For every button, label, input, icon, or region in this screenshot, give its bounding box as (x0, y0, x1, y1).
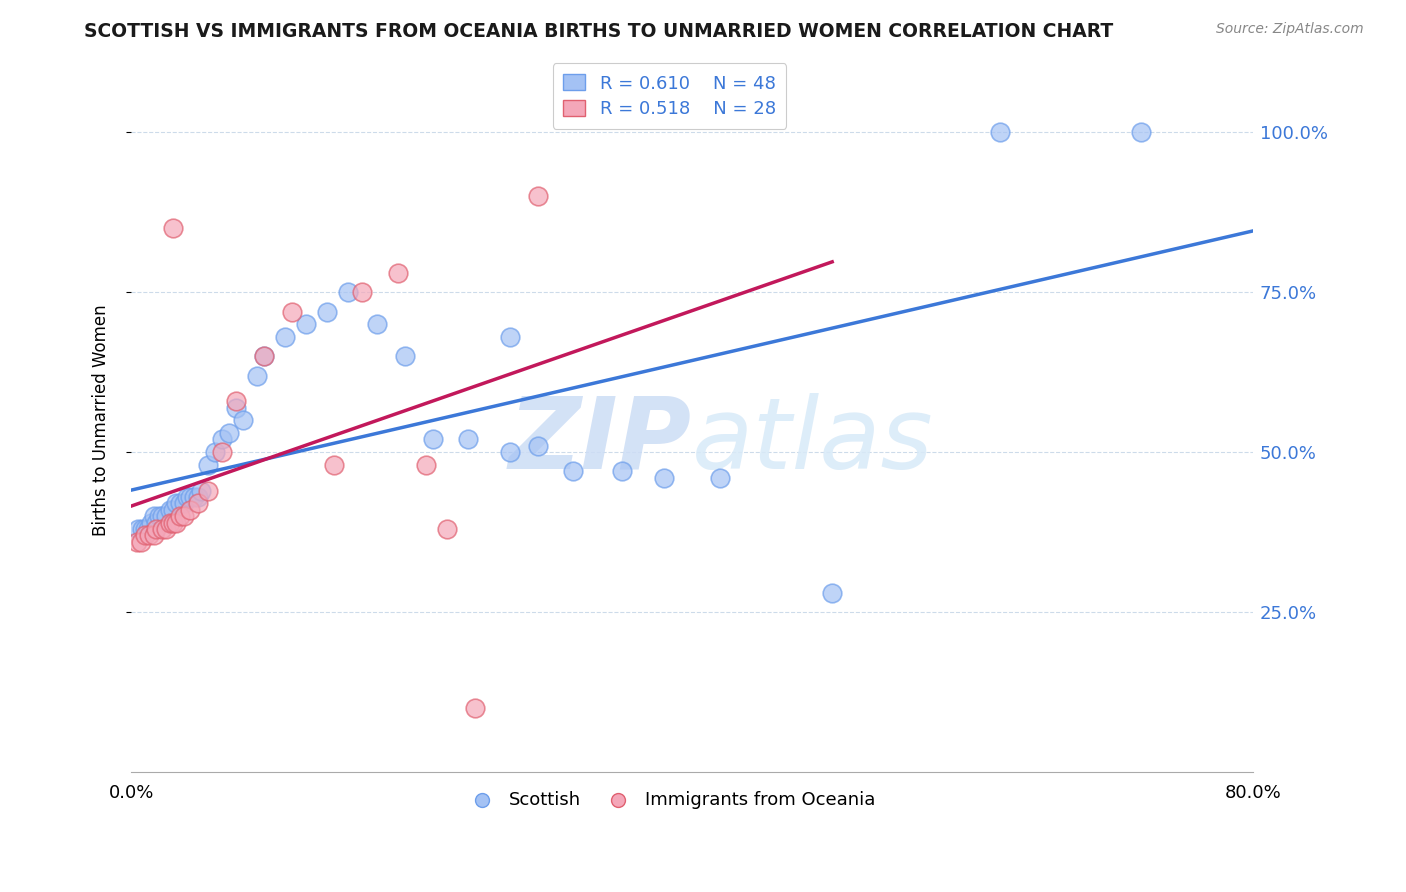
Point (155, 522, 177, 536)
Point (281, 304, 304, 318)
Point (155, 509, 177, 524)
Point (295, 318, 318, 332)
Point (415, 458, 437, 472)
Point (131, 522, 153, 536)
Point (526, 189, 548, 203)
Point (246, 368, 269, 383)
Point (179, 503, 201, 517)
Point (610, 465, 633, 479)
Text: Source: ZipAtlas.com: Source: ZipAtlas.com (1216, 22, 1364, 37)
Point (169, 509, 191, 524)
Point (197, 483, 219, 498)
Point (173, 496, 195, 510)
Point (218, 426, 240, 441)
Point (145, 516, 167, 530)
Point (127, 522, 149, 536)
Text: ZIP: ZIP (509, 392, 692, 490)
Text: SCOTTISH VS IMMIGRANTS FROM OCEANIA BIRTHS TO UNMARRIED WOMEN CORRELATION CHART: SCOTTISH VS IMMIGRANTS FROM OCEANIA BIRT… (84, 22, 1114, 41)
Point (394, 349, 416, 363)
Point (162, 503, 184, 517)
Point (709, 471, 731, 485)
Point (125, 534, 148, 549)
Y-axis label: Births to Unmarried Women: Births to Unmarried Women (93, 304, 110, 536)
Point (422, 433, 444, 447)
Point (134, 528, 156, 542)
Point (187, 496, 209, 510)
Point (253, 349, 276, 363)
Point (253, 349, 276, 363)
Point (387, 266, 409, 280)
Point (165, 496, 187, 510)
Point (136, 522, 159, 536)
Point (142, 509, 165, 524)
Point (150, 522, 173, 536)
Legend: Scottish, Immigrants from Oceania: Scottish, Immigrants from Oceania (457, 783, 882, 816)
Point (179, 490, 201, 504)
Point (211, 445, 233, 459)
Text: atlas: atlas (692, 392, 934, 490)
Point (526, 439, 548, 453)
Point (274, 330, 297, 344)
Point (150, 509, 173, 524)
Point (129, 534, 152, 549)
Point (436, 522, 458, 536)
Point (316, 304, 339, 318)
Point (366, 318, 388, 332)
Point (323, 458, 346, 472)
Point (990, 126, 1012, 140)
Point (652, 471, 675, 485)
Point (352, 285, 374, 300)
Point (561, 465, 583, 479)
Point (464, 701, 486, 715)
Point (225, 394, 247, 409)
Point (138, 528, 160, 542)
Point (187, 490, 209, 504)
Point (165, 516, 187, 530)
Point (139, 516, 162, 530)
Point (211, 433, 233, 447)
Point (337, 285, 360, 300)
Point (499, 330, 522, 344)
Point (173, 509, 195, 524)
Point (162, 516, 184, 530)
Point (190, 483, 212, 498)
Point (159, 516, 181, 530)
Point (134, 522, 156, 536)
Point (169, 496, 191, 510)
Point (162, 221, 184, 235)
Point (197, 458, 219, 472)
Point (457, 433, 479, 447)
Point (225, 401, 247, 415)
Point (1129, 126, 1152, 140)
Point (232, 413, 254, 427)
Point (145, 522, 167, 536)
Point (499, 445, 522, 459)
Point (204, 445, 226, 459)
Point (142, 528, 165, 542)
Point (821, 586, 844, 600)
Point (183, 490, 205, 504)
Point (176, 490, 198, 504)
Point (159, 503, 181, 517)
Point (148, 509, 170, 524)
